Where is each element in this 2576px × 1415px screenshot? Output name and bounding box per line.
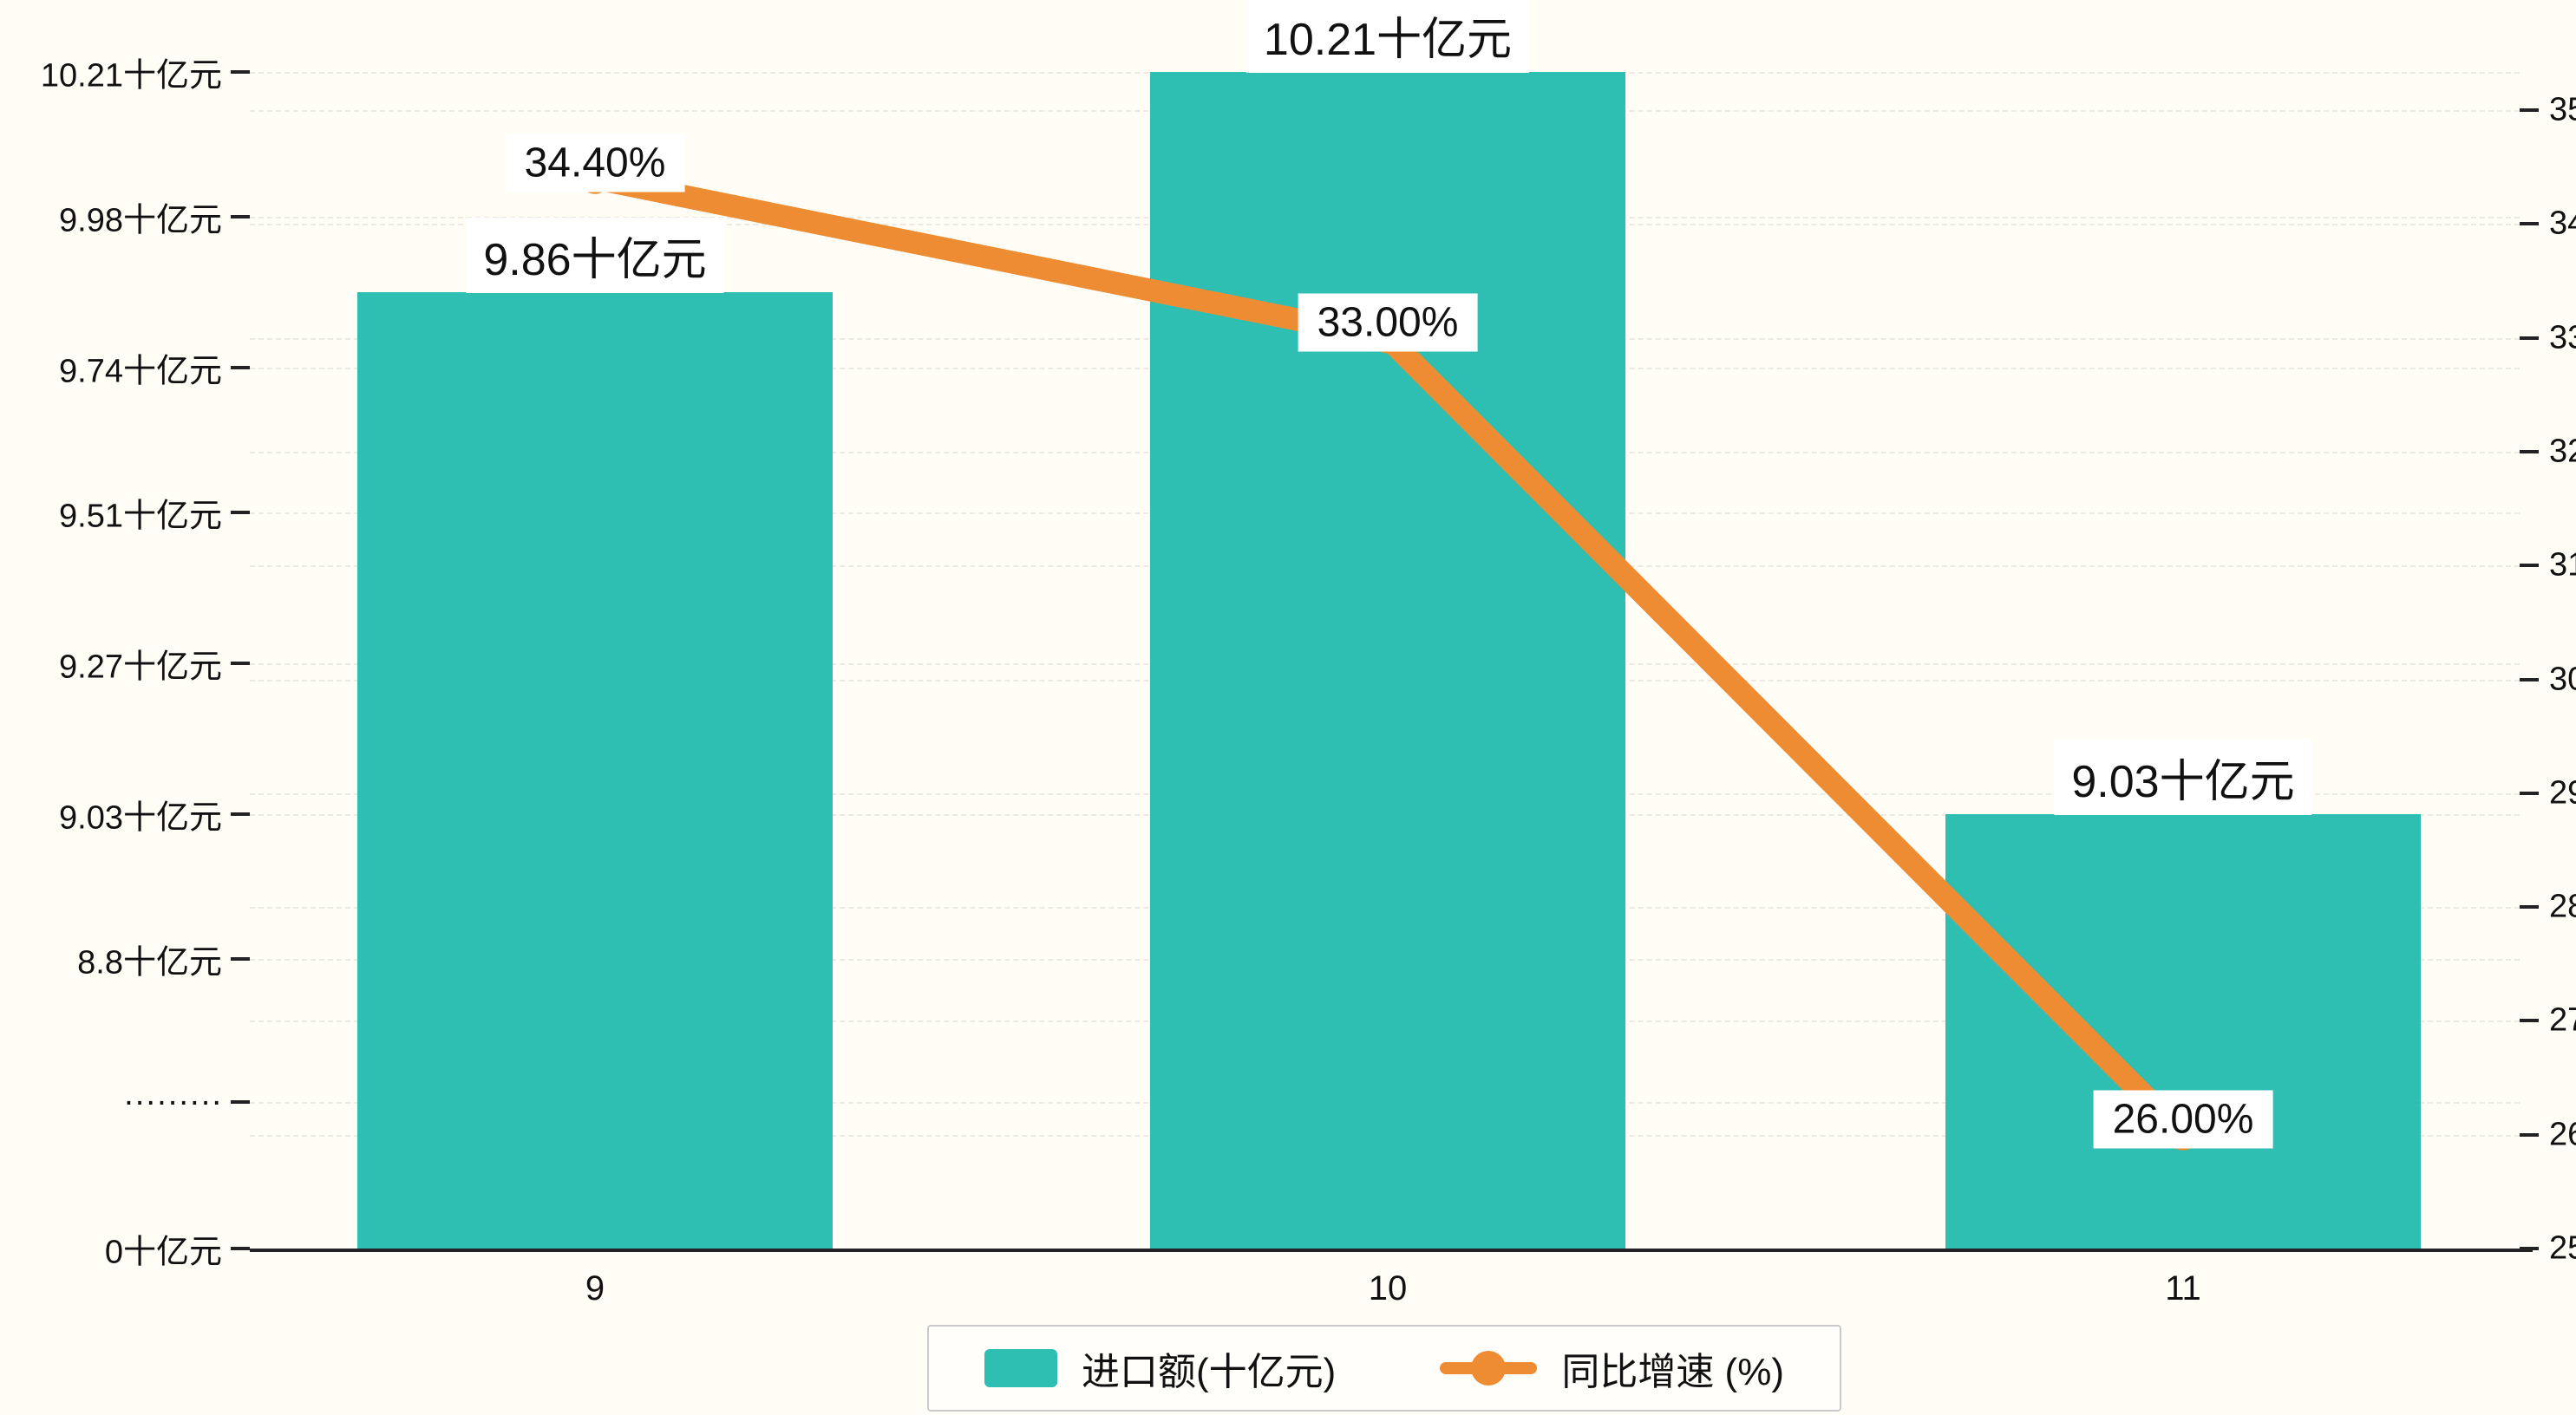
right-tick-mark (2520, 1019, 2539, 1023)
legend-item-growth[interactable]: 同比增速 (%) (1440, 1340, 1784, 1396)
bar-import-11[interactable] (1945, 814, 2421, 1249)
x-axis-label-9: 9 (585, 1269, 605, 1307)
legend-label-growth: 同比增速 (%) (1561, 1351, 1784, 1393)
left-axis-tick-label: ········· (123, 1083, 222, 1120)
right-axis-tick-label: 29 (2549, 774, 2576, 812)
bar-import-10[interactable] (1150, 72, 1625, 1249)
bar-value-label: 10.21十亿元 (1246, 0, 1530, 73)
right-tick-mark (2520, 449, 2539, 453)
left-tick-mark (231, 812, 250, 817)
right-axis-tick-label: 32 (2549, 433, 2576, 470)
left-tick-mark (231, 1247, 250, 1250)
right-axis-tick-label: 33 (2549, 319, 2576, 356)
right-tick-mark (2520, 677, 2539, 681)
bar-import-9[interactable] (357, 291, 833, 1249)
right-tick-mark (2520, 222, 2539, 226)
left-tick-mark (231, 366, 250, 369)
right-axis-tick-label: 34 (2549, 205, 2576, 242)
right-axis-tick-label: 28 (2549, 888, 2576, 925)
left-axis-tick-label: 9.98十亿元 (59, 202, 222, 239)
legend-marker-dot (1471, 1351, 1507, 1386)
left-axis-tick-label: 8.8十亿元 (77, 944, 222, 981)
right-tick-mark (2520, 108, 2539, 112)
right-tick-mark (2520, 1132, 2539, 1137)
right-axis-tick-label: 25 (2549, 1229, 2576, 1267)
left-tick-mark (231, 662, 250, 665)
left-axis-tick-label: 9.03十亿元 (59, 799, 222, 837)
growth-value-label: 33.00% (1298, 293, 1478, 352)
right-axis-tick-label: 26 (2549, 1116, 2576, 1153)
right-tick-mark (2520, 905, 2539, 910)
left-axis-tick-label: 9.51十亿元 (59, 498, 222, 535)
legend: 进口额(十亿元) 同比增速 (%) (927, 1325, 1841, 1412)
left-tick-mark (231, 1100, 250, 1104)
bar-value-label: 9.03十亿元 (2054, 740, 2312, 816)
right-tick-mark (2520, 564, 2539, 568)
right-tick-mark (2520, 336, 2539, 340)
right-axis-tick-label: 27 (2549, 1001, 2576, 1039)
left-tick-mark (231, 70, 250, 74)
left-tick-mark (231, 510, 250, 514)
growth-value-label: 34.40% (505, 134, 685, 192)
left-tick-mark (231, 957, 250, 961)
left-axis-tick-label: 9.27十亿元 (59, 649, 222, 686)
left-axis-tick-label: 10.21十亿元 (40, 57, 222, 95)
growth-value-label: 26.00% (2093, 1090, 2273, 1149)
left-axis-tick-label: 9.74十亿元 (59, 353, 222, 390)
x-axis-line (250, 1249, 2533, 1252)
left-tick-mark (231, 214, 250, 218)
legend-swatch-bar (984, 1349, 1058, 1387)
x-axis-label-10: 10 (1368, 1269, 1408, 1307)
right-axis-tick-label: 30 (2549, 661, 2576, 697)
right-axis-tick-label: 31 (2549, 546, 2576, 584)
legend-label-import: 进口额(十亿元) (1082, 1351, 1337, 1393)
bar-value-label: 9.86十亿元 (466, 217, 724, 293)
right-tick-mark (2520, 1247, 2539, 1250)
legend-item-import[interactable]: 进口额(十亿元) (984, 1340, 1336, 1396)
left-axis-tick-label: 0十亿元 (104, 1234, 222, 1271)
x-axis-label-11: 11 (2165, 1269, 2201, 1307)
right-tick-mark (2520, 791, 2539, 795)
right-axis-tick-label: 35 (2549, 91, 2576, 128)
legend-marker-line (1440, 1351, 1538, 1386)
